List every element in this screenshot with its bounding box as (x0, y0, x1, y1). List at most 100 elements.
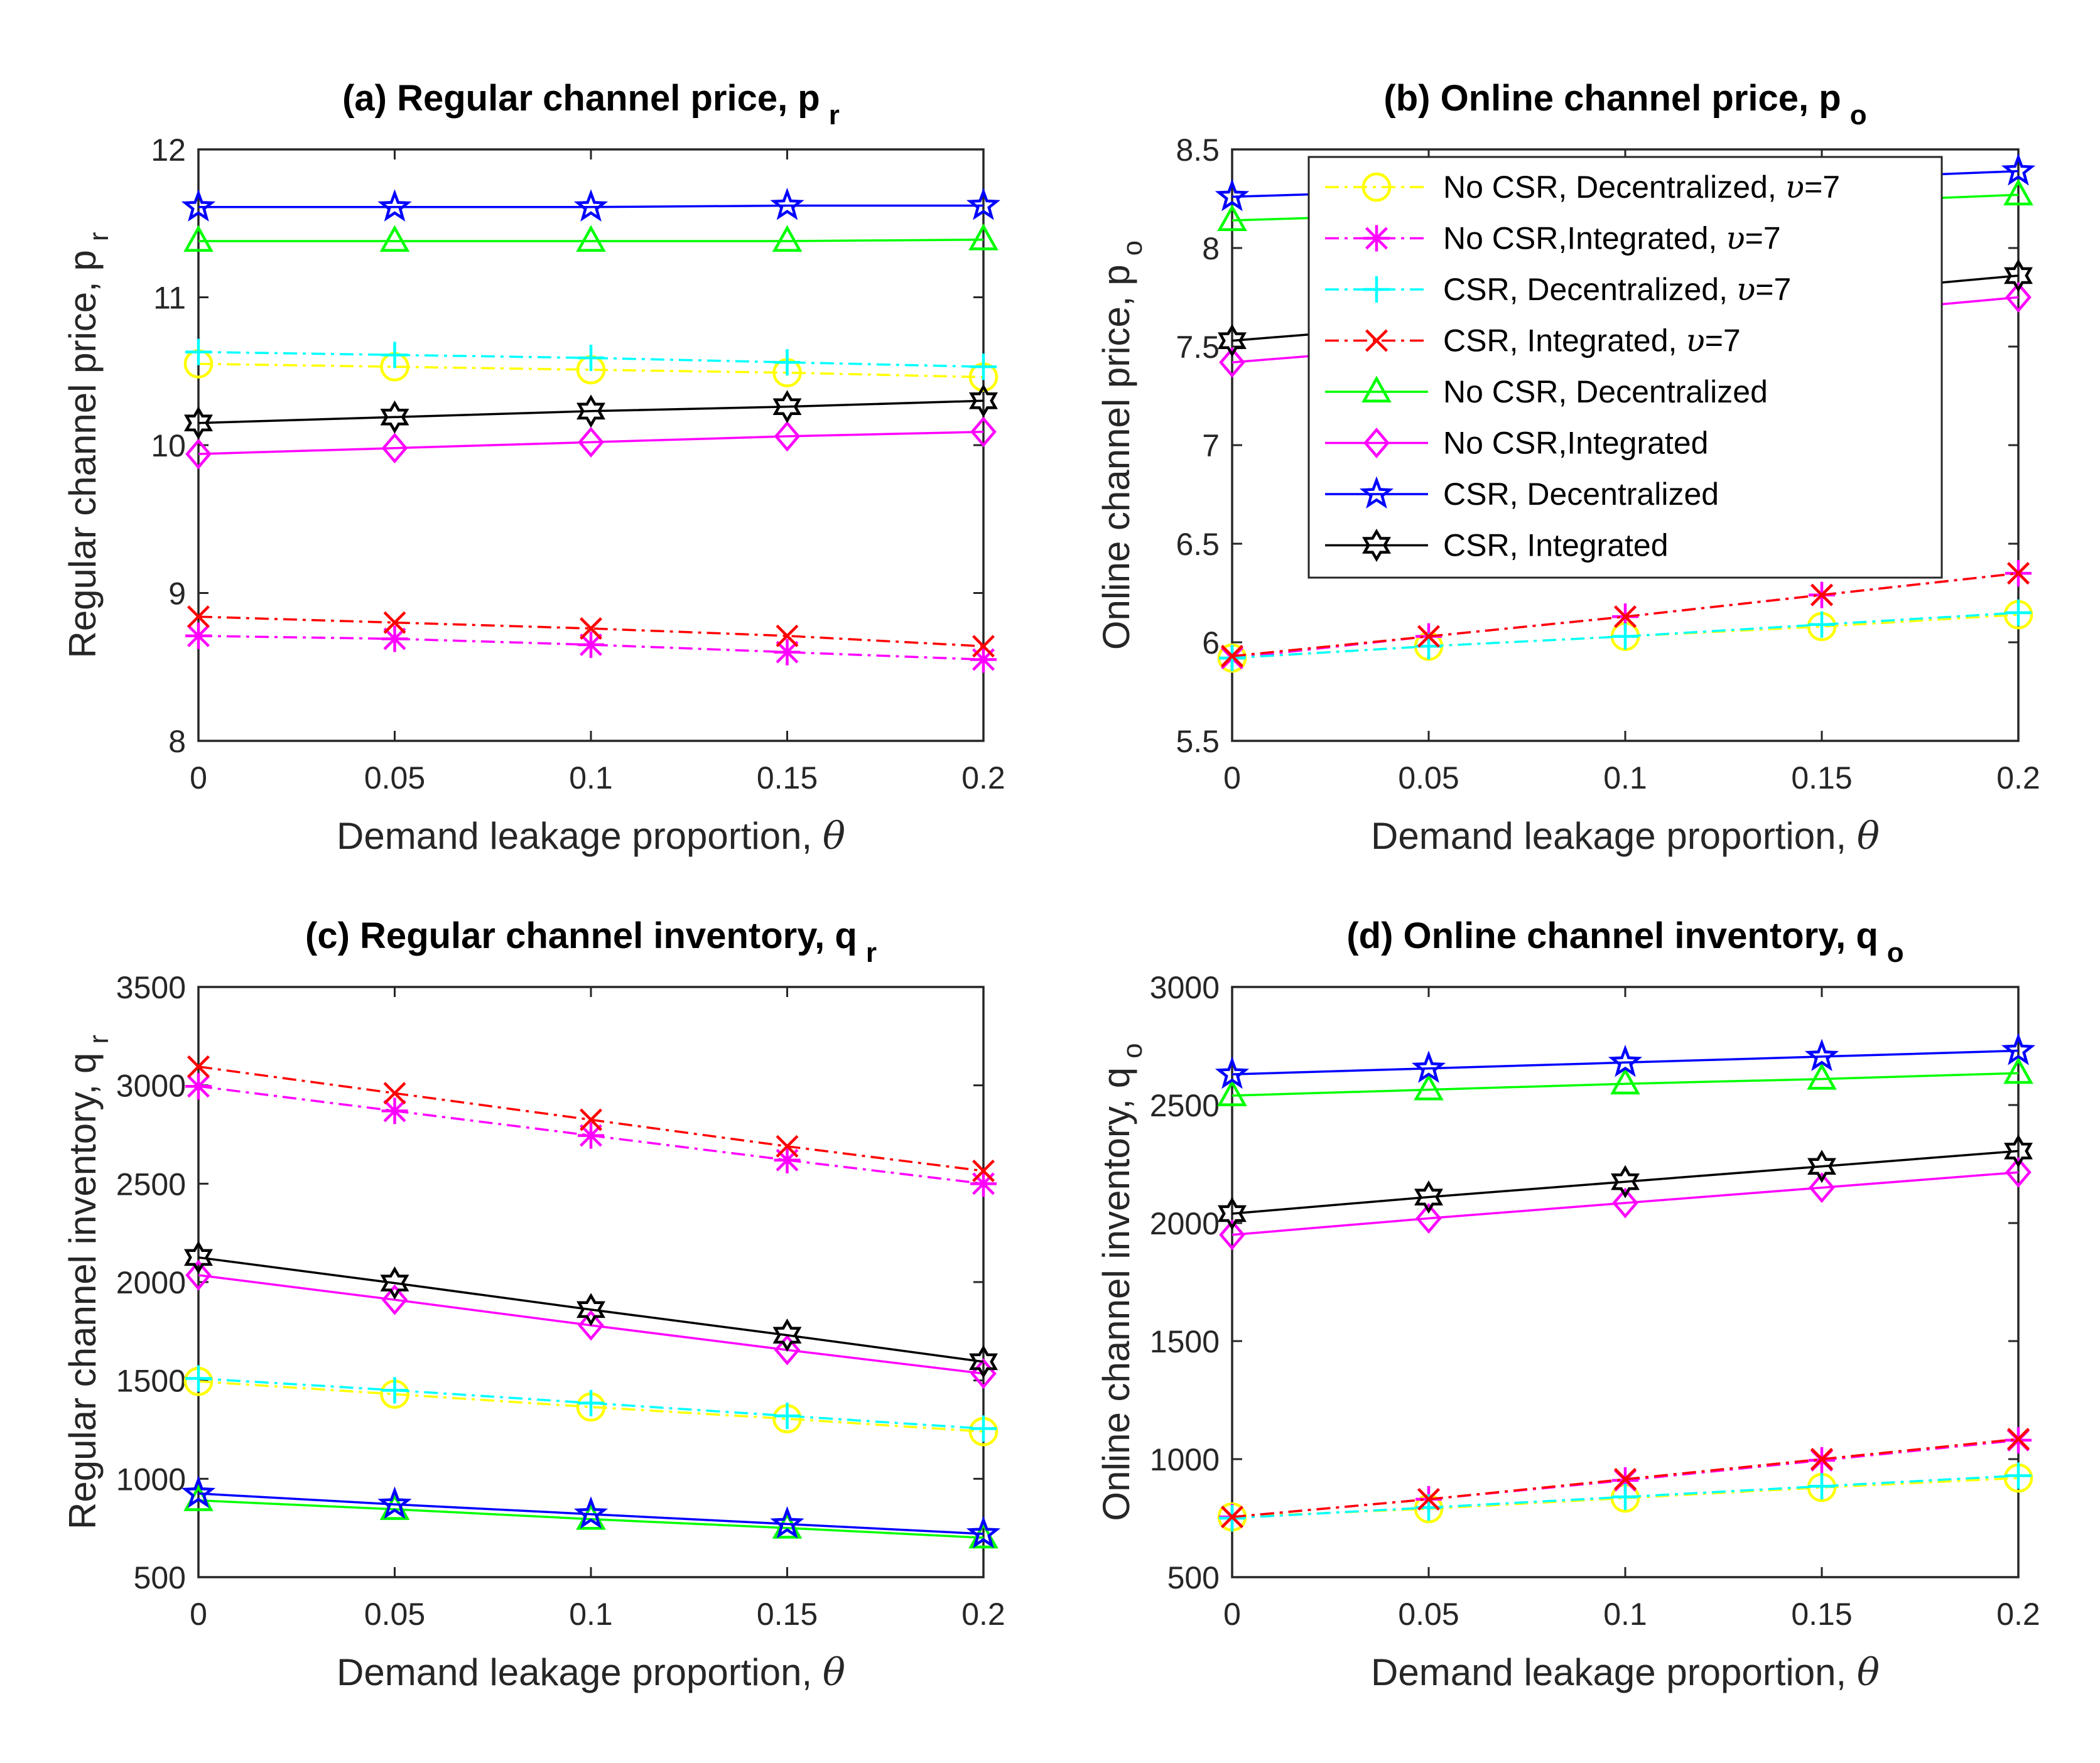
y-tick-label: 500 (1167, 1560, 1220, 1595)
data-point (1614, 1467, 1637, 1491)
series-line (198, 362, 984, 379)
legend-label-suffix: =7 (1804, 170, 1840, 205)
legend-label-text: No CSR,Integrated, (1443, 221, 1726, 256)
data-point (381, 342, 408, 369)
data-point (380, 1266, 409, 1300)
y-label-subscript: o (1117, 240, 1148, 256)
title-subscript: o (1887, 937, 1904, 968)
chart-title: (d) Online channel inventory, q o (1346, 915, 1903, 968)
data-point (1608, 1044, 1643, 1077)
data-point (187, 605, 210, 628)
y-tick-label: 2500 (116, 1167, 186, 1202)
series-4 (1221, 562, 2030, 667)
y-tick-label: 7 (1202, 428, 1220, 463)
plot-area (197, 986, 985, 1578)
series-line (198, 615, 984, 648)
y-axis-label: Online channel price, p o (1095, 240, 1148, 650)
legend-item: No CSR,Integrated, υ=7 (1325, 220, 1781, 257)
x-axis-label: Demand leakage proportion, θ (1371, 1651, 1880, 1695)
theta-symbol: θ (1857, 1651, 1880, 1695)
data-point (1614, 605, 1637, 628)
chart-title: (b) Online channel price, p o (1383, 78, 1866, 131)
data-point (970, 1170, 997, 1197)
series-5 (183, 224, 999, 252)
data-point (2003, 178, 2033, 206)
data-point (573, 1496, 609, 1529)
legend-marker (1365, 329, 1388, 352)
x-tick-label: 0.1 (1603, 760, 1647, 795)
y-tick-label: 10 (151, 428, 186, 463)
series-line (198, 1377, 984, 1430)
x-tick-label: 0.2 (1996, 760, 2040, 795)
data-point (1221, 645, 1243, 667)
series-2 (185, 1073, 997, 1197)
legend-label: No CSR, Decentralized, υ=7 (1443, 169, 1840, 205)
y-axis-label: Regular channel inventory, q r (62, 1035, 114, 1529)
legend-box (1307, 156, 1943, 579)
legend-label: No CSR, Decentralized (1443, 374, 1768, 409)
legend-label: CSR, Integrated (1443, 528, 1669, 563)
series-6 (1219, 1156, 2032, 1251)
data-point (1219, 1219, 1245, 1251)
legend: No CSR, Decentralized, υ=7 No CSR,Integra… (1307, 156, 1943, 579)
data-point (185, 1259, 212, 1291)
y-tick-label: 3000 (116, 1069, 186, 1104)
legend-label-text: CSR, Decentralized, (1443, 272, 1736, 307)
x-tick-label: 0.1 (1603, 1597, 1647, 1632)
series-line (1231, 1171, 2019, 1236)
data-point (187, 1055, 210, 1078)
title-main: (a) Regular channel price, p (342, 78, 820, 119)
data-point (580, 1108, 602, 1131)
data-point (185, 622, 212, 649)
data-point (576, 1293, 605, 1327)
title-main: (c) Regular channel inventory, q (305, 915, 857, 956)
data-point (1807, 1063, 1837, 1090)
series-4 (187, 1055, 995, 1182)
data-point (1215, 1056, 1250, 1089)
series-line (1231, 1072, 2019, 1097)
chart-title: (c) Regular channel inventory, q r (305, 915, 877, 968)
series-line (198, 204, 983, 208)
data-point (381, 1377, 408, 1404)
data-point (1809, 1473, 1835, 1500)
data-point (966, 1516, 1001, 1549)
legend-marker (1361, 172, 1392, 202)
x-tick-label: 0.1 (569, 1597, 613, 1632)
data-point (1414, 1180, 1443, 1214)
series-line (1231, 1150, 2019, 1215)
data-point (774, 349, 801, 376)
data-point (770, 1506, 804, 1539)
title-subscript: r (866, 937, 877, 968)
y-tick-label: 12 (151, 132, 186, 168)
x-tick-label: 0.05 (364, 1597, 425, 1632)
data-point (972, 635, 995, 658)
data-point (181, 189, 216, 222)
x-tick-label: 0 (1223, 760, 1241, 795)
data-point (774, 639, 801, 666)
series-line (1231, 1439, 2019, 1518)
x-axis-label: Demand leakage proportion, θ (1371, 814, 1880, 858)
data-point (2007, 1428, 2030, 1451)
series-4 (187, 605, 995, 658)
panel-c: 0 0.05 0.1 0.15 0.2 500 1000 1500 2000 2500 3000 35… (62, 915, 1005, 1695)
y-tick-label: 2000 (116, 1265, 186, 1300)
data-point (1807, 1150, 1836, 1183)
legend-item: No CSR,Integrated (1325, 426, 1708, 461)
data-point (969, 1345, 998, 1379)
y-tick-label: 7.5 (1176, 330, 1220, 365)
legend-item: No CSR, Decentralized, υ=7 (1325, 169, 1840, 205)
series-line (198, 1380, 984, 1433)
data-point (2005, 599, 2032, 626)
data-point (2004, 259, 2033, 293)
series-line (198, 1256, 984, 1363)
x-tick-label: 0.15 (1791, 1597, 1852, 1632)
data-point (181, 1475, 216, 1508)
x-label-text: Demand leakage proportion, (337, 815, 823, 857)
y-tick-label: 1500 (1150, 1324, 1220, 1359)
data-point (1804, 1038, 1839, 1072)
y-tick-label: 3000 (1150, 970, 1220, 1005)
series-6 (185, 416, 997, 470)
data-point (970, 1415, 997, 1442)
series-line (1231, 1474, 2019, 1519)
